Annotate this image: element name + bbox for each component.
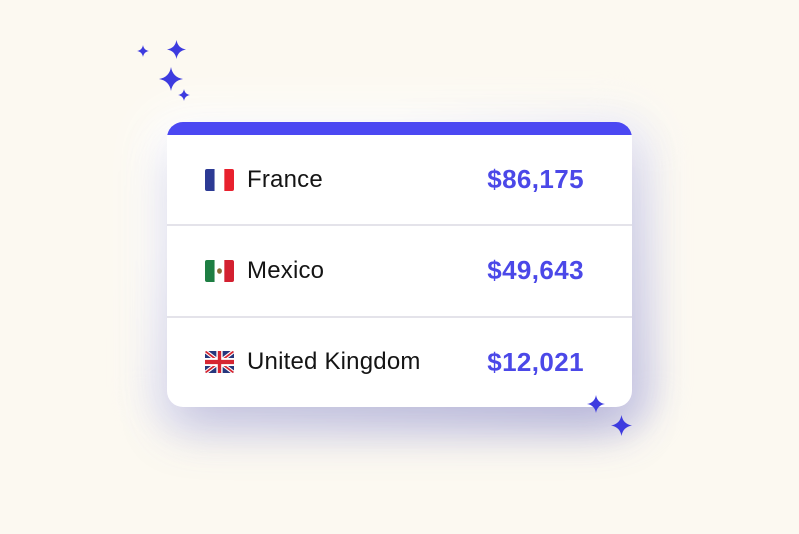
list-item-france: France $86,175 (167, 135, 632, 227)
amount-value: $12,021 (487, 346, 584, 377)
sparkle-icon (137, 45, 149, 57)
card-accent-bar (167, 122, 632, 135)
uk-flag-icon (205, 351, 234, 374)
sparkle-icon (159, 67, 183, 91)
list-item-mexico: Mexico $49,643 (167, 226, 632, 318)
amount-value: $49,643 (487, 255, 584, 286)
france-flag-icon (205, 168, 234, 191)
list-item-united-kingdom: United Kingdom $12,021 (167, 318, 632, 407)
amount-value: $86,175 (487, 164, 584, 195)
sparkle-icon (611, 415, 632, 436)
sparkle-icon (178, 89, 190, 101)
country-label: France (247, 165, 323, 193)
mexico-flag-icon (205, 259, 234, 282)
country-revenue-card: France $86,175 Mexico $49,643 United Kin… (167, 122, 632, 407)
sparkle-icon (167, 40, 186, 59)
country-label: Mexico (247, 256, 325, 284)
sparkle-icon (587, 395, 605, 413)
country-label: United Kingdom (247, 348, 421, 376)
